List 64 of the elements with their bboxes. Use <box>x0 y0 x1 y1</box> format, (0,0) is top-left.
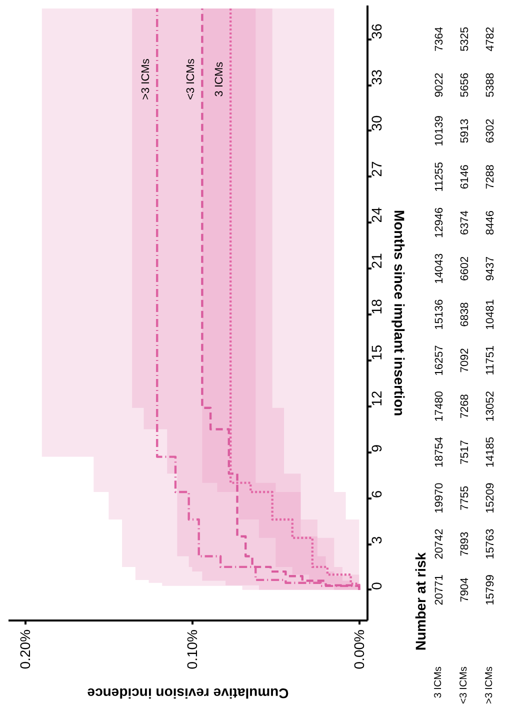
text: 12946 <box>434 207 446 238</box>
text: 14185 <box>484 436 496 468</box>
y-tick-label: 21 <box>368 252 384 269</box>
y-tick-label: 18 <box>368 298 384 315</box>
text: 7092 <box>459 348 471 373</box>
text: 7893 <box>459 532 471 556</box>
text: 5325 <box>459 26 471 52</box>
text: 7364 <box>434 26 446 52</box>
y-tick-label: 24 <box>368 206 384 223</box>
text: 10139 <box>434 116 446 146</box>
x-tick-label: 0.10% <box>184 629 200 670</box>
text: 5656 <box>459 72 471 98</box>
text: 10481 <box>484 299 496 330</box>
text: 7904 <box>459 578 471 602</box>
text: 11751 <box>484 346 496 376</box>
text: 7517 <box>459 440 471 464</box>
y-tick-label: 15 <box>368 344 384 360</box>
x-tick-label: 0.20% <box>17 629 34 670</box>
y-tick-label: 6 <box>368 490 384 498</box>
text: >3 ICMs <box>140 58 152 100</box>
text: 3 ICMs <box>433 666 444 698</box>
text: 6374 <box>459 210 471 235</box>
text: 8446 <box>484 210 496 235</box>
text: >3 ICMs <box>484 666 495 704</box>
y-tick-label: 12 <box>368 390 384 406</box>
text: 17480 <box>434 391 446 422</box>
text: 19970 <box>434 482 446 514</box>
x-tick-label: 0.00% <box>351 629 368 670</box>
text: 18754 <box>434 436 446 468</box>
text: 15136 <box>434 299 446 330</box>
text: 13052 <box>484 391 496 422</box>
text: 7288 <box>484 164 496 190</box>
text: 5913 <box>459 118 471 144</box>
y-tick-label: 0 <box>368 582 384 590</box>
text: 20771 <box>434 574 446 606</box>
text: 11255 <box>434 162 446 192</box>
text: <3 ICMs <box>185 58 198 100</box>
text: 7755 <box>459 486 471 510</box>
text: 7268 <box>459 394 471 419</box>
y-tick-label: 3 <box>368 536 384 544</box>
text: 9022 <box>434 72 446 98</box>
text: 6838 <box>459 302 471 327</box>
text: 4782 <box>484 26 496 52</box>
text: <3 ICMs <box>458 666 470 704</box>
text: 15799 <box>484 574 496 606</box>
text: 6602 <box>459 256 471 281</box>
text: Number at risk <box>412 552 428 650</box>
text: 5388 <box>484 72 496 98</box>
text: 20742 <box>434 528 446 560</box>
y-tick-label: 30 <box>368 115 384 131</box>
y-tick-label: 27 <box>368 161 384 177</box>
text: 15209 <box>484 482 496 514</box>
text: 14043 <box>434 253 446 284</box>
y-tick-label: 33 <box>368 69 384 86</box>
text: 6302 <box>484 118 496 144</box>
text: 16257 <box>434 345 446 376</box>
text: 15763 <box>484 528 496 560</box>
text: 6146 <box>459 164 471 190</box>
text: 9437 <box>484 256 496 281</box>
y-tick-label: 9 <box>368 444 384 452</box>
text: 3 ICMs <box>214 61 226 97</box>
y-tick-label: 36 <box>368 23 384 40</box>
x-axis-title: Cumulative revision incidence <box>87 686 289 702</box>
y-axis-title: Months since implant insertion <box>392 210 408 416</box>
